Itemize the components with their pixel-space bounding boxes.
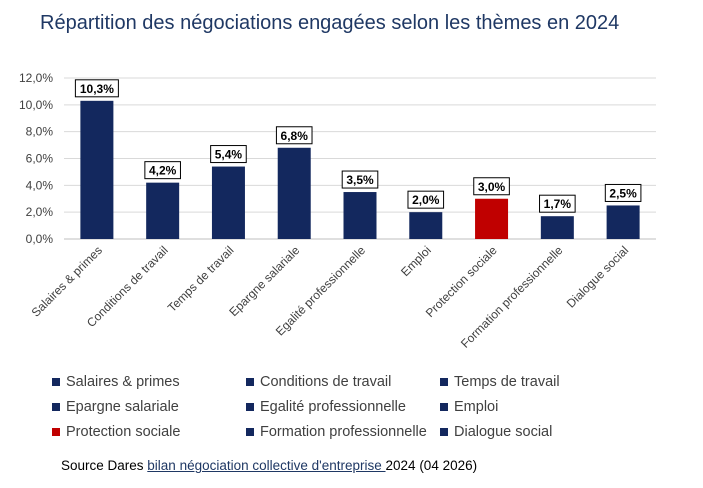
legend-item: Dialogue social — [440, 423, 590, 441]
x-tick-label: Protection sociale — [423, 243, 500, 320]
data-label: 3,5% — [346, 173, 374, 187]
legend-swatch — [52, 378, 60, 386]
y-tick-label: 8,0% — [26, 125, 54, 139]
data-label-box — [473, 177, 510, 196]
bar — [540, 216, 574, 239]
data-label: 3,0% — [478, 180, 506, 194]
chart-title: Répartition des négociations engagées se… — [40, 12, 620, 34]
legend-label: Egalité professionnelle — [260, 399, 406, 415]
x-tick-label: Salaires & primes — [29, 243, 105, 319]
x-tick-label: Temps de travail — [165, 243, 237, 315]
legend-swatch — [52, 403, 60, 411]
bar — [343, 192, 377, 239]
bar — [475, 198, 509, 239]
data-label-box — [210, 145, 247, 164]
legend-swatch — [246, 378, 254, 386]
legend-swatch — [52, 428, 60, 436]
data-label-box — [407, 190, 445, 209]
data-label: 4,2% — [149, 164, 177, 178]
legend-item: Emploi — [440, 398, 590, 416]
legend-label: Conditions de travail — [260, 374, 392, 390]
legend-label: Protection sociale — [66, 424, 181, 440]
legend-swatch — [246, 428, 254, 436]
legend-swatch — [440, 428, 448, 436]
y-tick-label: 12,0% — [19, 71, 53, 85]
legend-item: Temps de travail — [440, 373, 590, 391]
data-label-box — [604, 183, 642, 202]
legend-swatch — [246, 403, 254, 411]
legend-item: Egalité professionnelle — [246, 398, 440, 416]
x-tick-label: Dialogue social — [564, 243, 631, 310]
legend-label: Temps de travail — [454, 374, 560, 390]
legend-swatch — [440, 378, 448, 386]
data-label-box — [74, 79, 119, 98]
source-prefix: Source Dares — [61, 458, 148, 473]
bar — [146, 182, 180, 239]
source-note: Source Dares bilan négociation collectiv… — [61, 458, 477, 473]
legend-item: Formation professionnelle — [246, 423, 440, 441]
data-label-box — [341, 170, 379, 189]
legend-label: Dialogue social — [454, 424, 553, 440]
y-tick-label: 2,0% — [26, 205, 54, 219]
bar — [211, 166, 245, 239]
y-tick-label: 4,0% — [26, 178, 54, 192]
legend-label: Salaires & primes — [66, 374, 180, 390]
bar — [80, 100, 114, 239]
legend-label: Formation professionnelle — [260, 424, 427, 440]
bar — [277, 147, 311, 239]
chart-legend: Salaires & primes Conditions de travail … — [52, 373, 590, 441]
data-label: 2,5% — [609, 186, 637, 200]
source-link[interactable]: bilan négociation collective d'entrepris… — [147, 458, 386, 473]
y-tick-label: 6,0% — [26, 152, 54, 166]
bar-chart: 0,0% 2,0% 4,0% 6,0% 8,0% 10,0% 12,0% 10,3% Salai… — [19, 71, 656, 351]
y-tick-label: 10,0% — [19, 98, 53, 112]
legend-item: Epargne salariale — [52, 398, 246, 416]
data-label: 2,0% — [412, 193, 440, 207]
data-label: 6,8% — [281, 129, 309, 143]
legend-item: Conditions de travail — [246, 373, 440, 391]
x-tick-label: Epargne salariale — [226, 243, 302, 319]
bar — [606, 205, 640, 239]
y-tick-label: 0,0% — [26, 232, 54, 246]
data-label: 5,4% — [215, 148, 243, 162]
legend-item: Protection sociale — [52, 423, 246, 441]
source-suffix: 2024 (04 2026) — [385, 458, 478, 473]
legend-label: Epargne salariale — [66, 399, 179, 415]
data-label: 10,3% — [80, 82, 114, 96]
x-tick-label: Emploi — [398, 243, 434, 279]
data-label-box — [275, 126, 313, 145]
legend-label: Emploi — [454, 399, 499, 415]
data-label-box — [144, 161, 181, 180]
bar — [409, 212, 443, 239]
data-label-box — [539, 194, 576, 213]
data-label: 1,7% — [544, 197, 572, 211]
legend-item: Salaires & primes — [52, 373, 246, 391]
legend-swatch — [440, 403, 448, 411]
